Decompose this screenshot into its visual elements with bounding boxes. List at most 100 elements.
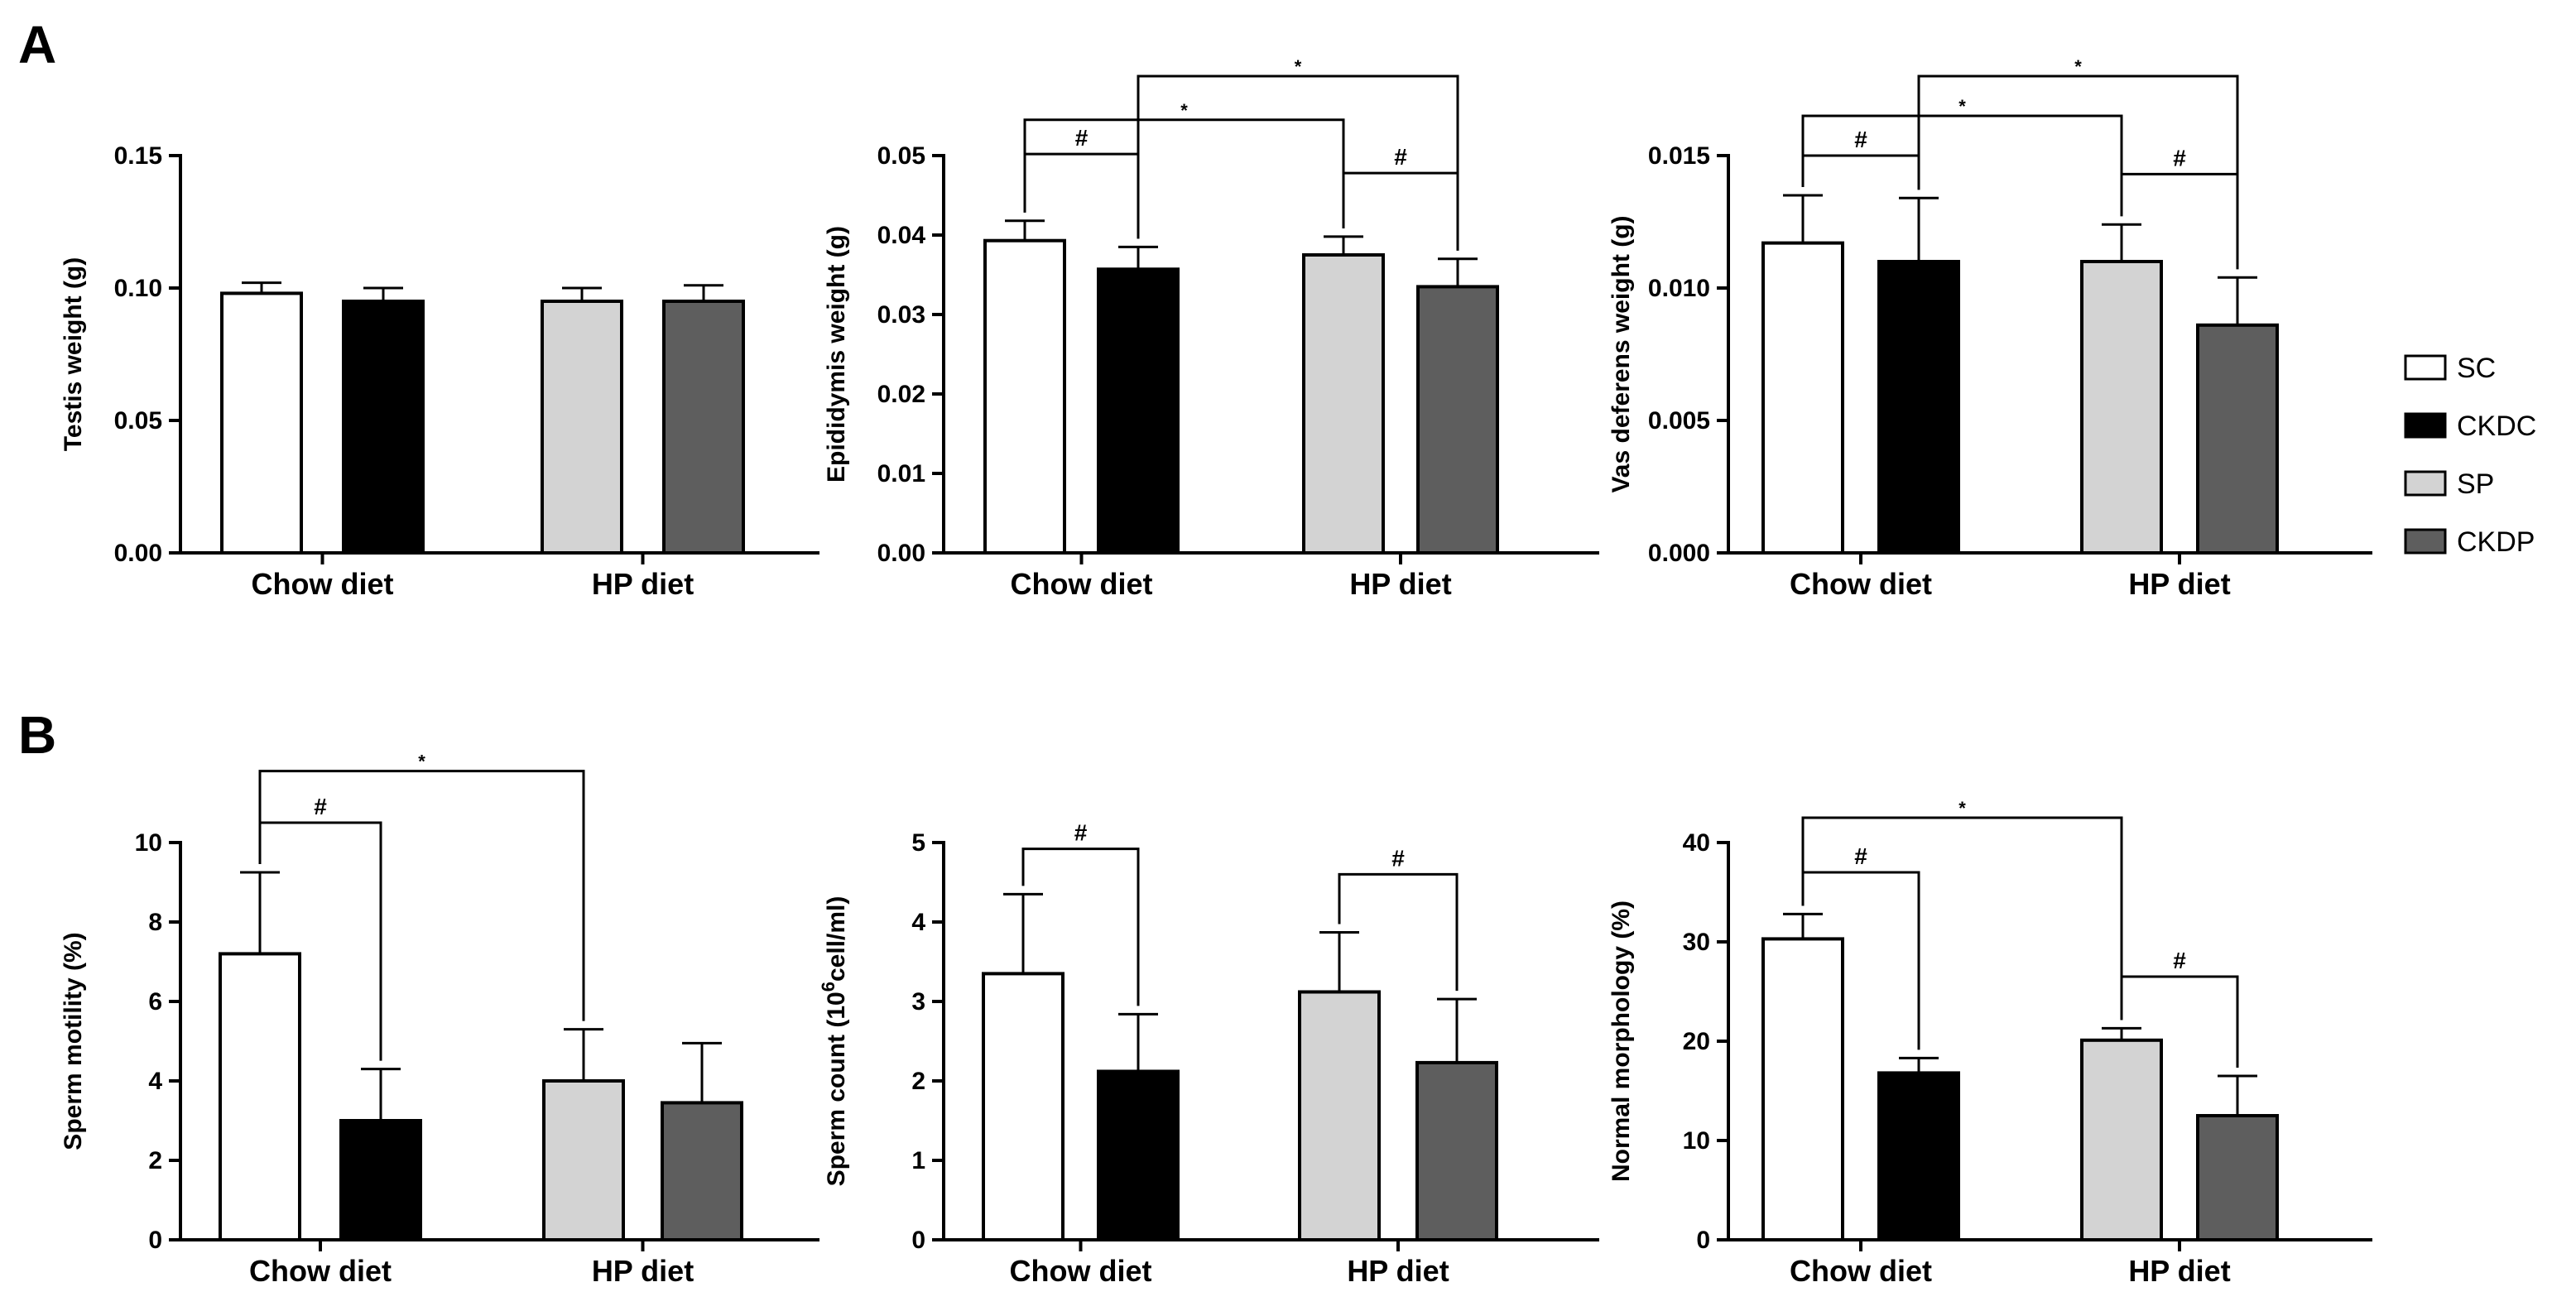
significance-hash: # [1391,845,1405,871]
legend-swatch [2404,354,2447,381]
x-category-label: Chow diet [1010,1254,1152,1288]
x-category-label: HP diet [592,567,694,601]
significance-bracket [1917,74,2239,270]
y-tick-label: 6 [148,988,162,1016]
y-tick-label: 0.010 [1648,275,1710,302]
x-category-label: Chow diet [1790,1254,1932,1288]
chart-3: 0.000 0.005 0.010 0.015 Chow diet HP diet Vas … [1608,56,2372,601]
y-tick-label: 40 [1683,829,1710,857]
y-tick-label: 0 [911,1227,925,1254]
bar-ckdc [1877,1071,1960,1242]
bar-ckdc [1097,267,1180,555]
y-tick-label: 0.10 [114,275,162,302]
y-axis-label: Sperm count (106cell/ml) [818,896,851,1187]
y-tick-label: 0.00 [877,540,925,567]
significance-star: * [2074,56,2082,77]
significance-hash: # [1854,843,1867,869]
panel-label-b: B [18,705,56,765]
y-tick-label: 0.05 [114,407,162,435]
bar-sc [1761,937,1844,1242]
y-tick-label: 0.03 [877,301,925,329]
panel-label-a: A [18,15,56,74]
significance-bracket [258,770,585,1021]
bar-ckdp [2196,323,2279,555]
significance-bracket [1137,74,1459,251]
legend-item-ckdp: CKDP [2404,526,2535,558]
legend: SC CKDC SP CKDP [2404,353,2536,558]
y-tick-label: 0.000 [1648,540,1710,567]
chart-1: 0.00 0.05 0.10 0.15 Chow diet HP diet Testis w… [60,142,819,601]
charts-group: 0.00 0.05 0.10 0.15 Chow diet HP diet Testis w… [60,56,2372,1288]
bar-sp [542,1079,625,1241]
significance-bracket [1801,816,2123,1020]
significance-star: * [1180,100,1188,121]
significance-star: * [1958,96,1966,117]
significance-hash: # [1854,127,1867,152]
legend-swatch [2404,470,2447,497]
legend-label: SC [2457,353,2496,384]
bar-sc [1761,241,1844,555]
x-category-label: Chow diet [1790,567,1932,601]
legend-swatch [2404,528,2447,555]
bar-sp [1302,253,1385,555]
y-tick-label: 30 [1683,929,1710,956]
legend-label: CKDC [2457,411,2536,442]
y-axis-label: Sperm motility (%) [60,932,87,1150]
significance-hash: # [314,794,327,819]
significance-bracket [1342,171,1459,251]
y-tick-label: 5 [911,829,925,857]
chart-2: 0.00 0.01 0.02 0.03 0.04 0.05 Chow diet HP diet… [823,56,1599,601]
significance-star: * [418,752,425,772]
x-category-label: Chow diet [1011,567,1153,601]
bar-ckdp [2196,1114,2279,1241]
y-tick-label: 0.01 [877,460,925,487]
x-category-label: Chow diet [249,1254,392,1288]
y-tick-label: 2 [911,1068,925,1095]
significance-hash: # [1394,144,1407,170]
significance-bracket [1801,154,1920,190]
y-tick-label: 4 [148,1068,162,1095]
significance-bracket [1023,152,1140,239]
y-tick-label: 0.04 [877,222,926,249]
bar-sp [2080,1038,2163,1242]
chart-6: 0 10 20 30 40 Chow diet HP diet Normal morpholo… [1608,798,2372,1288]
bar-sc [219,952,301,1242]
bar-sp [1298,990,1381,1241]
bar-ckdc [342,300,425,555]
legend-label: CKDP [2457,526,2535,558]
x-category-label: HP diet [2128,567,2230,601]
y-tick-label: 8 [148,909,162,936]
significance-bracket [1021,848,1140,1006]
legend-item-sp: SP [2404,468,2494,500]
bar-ckdp [1416,285,1499,555]
significance-bracket [1338,872,1459,992]
significance-hash: # [1075,125,1089,151]
bar-sc [982,972,1065,1242]
y-tick-label: 0.05 [877,142,925,170]
x-category-label: HP diet [1347,1254,1449,1288]
bar-ckdp [661,1101,743,1242]
chart-4: 0 2 4 6 8 10 Chow diet HP diet Sperm motility (%… [60,752,819,1288]
x-category-label: Chow diet [252,567,394,601]
bar-ckdc [1877,260,1960,555]
y-tick-label: 1 [911,1147,925,1174]
y-tick-label: 0 [1696,1227,1710,1254]
chart-5: 0 1 2 3 4 5 Chow diet HP diet Sperm count (106ce… [818,820,1599,1288]
bar-ckdp [1415,1060,1498,1242]
y-axis-label: Epididymis weight (g) [823,226,850,483]
significance-bracket [1023,118,1345,228]
x-category-label: HP diet [2128,1254,2230,1288]
legend-item-ckdc: CKDC [2404,411,2536,442]
y-tick-label: 0.015 [1648,142,1710,170]
y-tick-label: 0.00 [114,540,162,567]
bar-sc [220,291,303,555]
y-tick-label: 0 [148,1227,162,1254]
y-tick-label: 0.005 [1648,407,1710,435]
x-category-label: HP diet [592,1254,694,1288]
y-axis-label: Testis weight (g) [60,257,87,451]
significance-star: * [1958,798,1966,819]
significance-hash: # [1074,820,1088,846]
x-category-label: HP diet [1349,567,1451,601]
bar-sc [983,238,1066,555]
significance-hash: # [2173,145,2186,170]
